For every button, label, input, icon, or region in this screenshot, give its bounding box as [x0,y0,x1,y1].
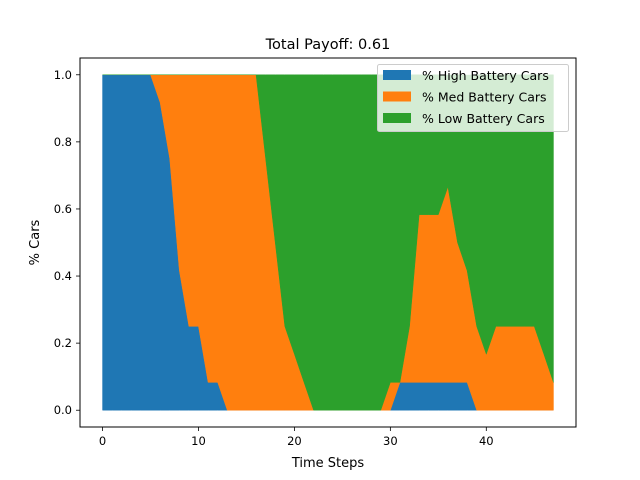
y-tick-label: 1.0 [54,68,72,82]
y-tick-label: 0.0 [54,403,72,417]
x-tick-label: 20 [287,434,302,448]
x-tick-label: 10 [191,434,206,448]
x-tick-label: 0 [99,434,106,448]
y-axis-label: % Cars [28,219,43,265]
y-tick-label: 0.4 [54,269,72,283]
x-tick-label: 30 [383,434,398,448]
legend: % High Battery Cars % Med Battery Cars % L… [377,64,569,132]
legend-box [377,64,569,132]
legend-swatch [383,91,411,102]
legend-swatch [383,70,411,80]
chart-title: Total Payoff: 0.61 [265,37,391,53]
x-axis-ticks: 0 10 20 30 40 [99,427,494,448]
y-axis-ticks: 0.0 0.2 0.4 0.6 0.8 1.0 [54,68,80,417]
y-tick-label: 0.6 [54,202,72,216]
y-tick-label: 0.8 [54,135,72,149]
legend-label: % Low Battery Cars [422,111,545,126]
y-tick-label: 0.2 [54,336,72,350]
plot-frame [79,57,577,428]
area-series-2 [102,74,554,411]
legend-swatch [383,113,411,123]
x-tick-label: 40 [479,434,494,448]
area-series-group [102,74,554,411]
x-axis-label: Time Steps [291,456,365,471]
legend-label: % High Battery Cars [422,68,549,83]
legend-label: % Med Battery Cars [422,90,547,105]
